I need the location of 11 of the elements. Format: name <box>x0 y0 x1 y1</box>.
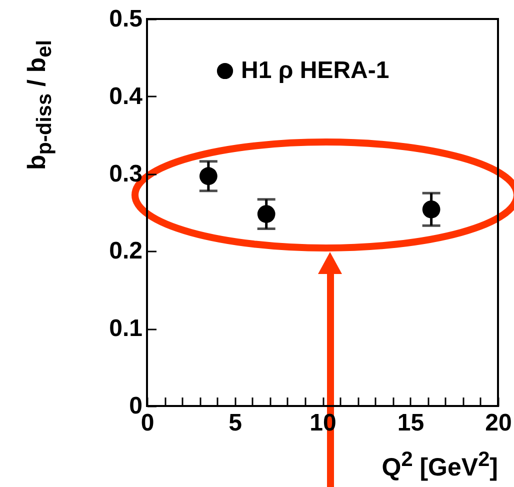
y-tick-label: 0.4 <box>109 82 144 110</box>
y-tick-label: 0.3 <box>109 160 142 188</box>
y-tick-label: 0.1 <box>109 315 142 342</box>
x-tick-label: 20 <box>485 410 512 436</box>
y-tick-label: 0 <box>129 392 142 420</box>
legend-label: H1 ρ HERA-1 <box>241 57 390 84</box>
x-tick-label: 15 <box>397 410 424 436</box>
x-tick-label: 5 <box>228 410 242 436</box>
y-tick-label: 0.2 <box>109 238 142 265</box>
x-axis-title: Q$^{2}$ [GeV$^{2}$] <box>382 448 498 482</box>
y-tick-label: 0.5 <box>109 6 142 32</box>
